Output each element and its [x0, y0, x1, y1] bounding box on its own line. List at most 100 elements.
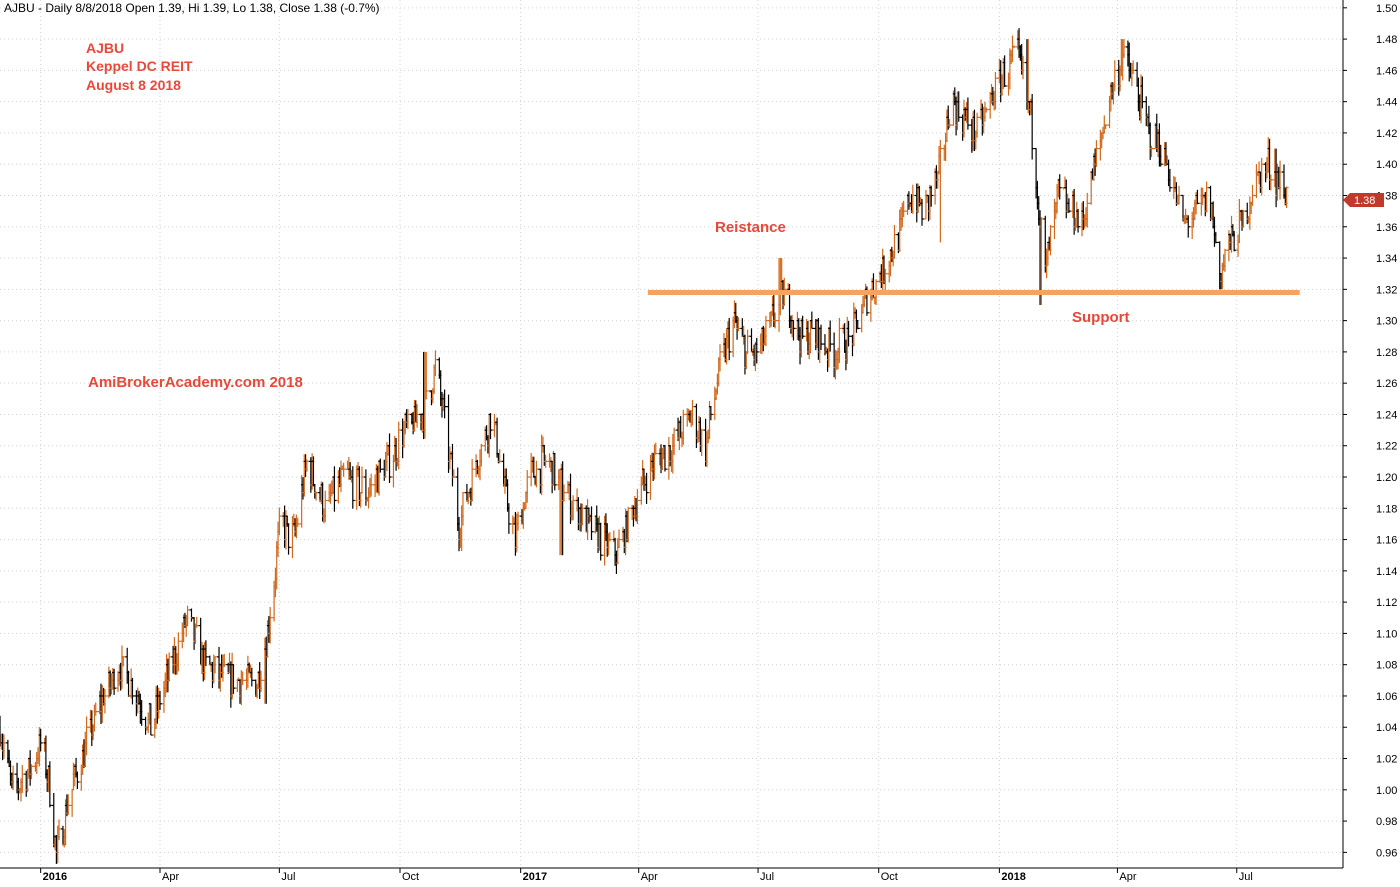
up-price-bar — [534, 460, 539, 488]
down-price-bar — [754, 337, 759, 364]
x-tick-label: Jul — [281, 871, 295, 882]
up-price-bar — [176, 632, 181, 672]
up-price-bar — [167, 652, 172, 682]
down-price-bar — [286, 523, 291, 555]
up-price-bar — [1011, 45, 1016, 48]
down-price-bar — [350, 466, 355, 509]
up-price-bar — [29, 764, 34, 780]
up-price-bar — [617, 529, 622, 548]
up-price-bar — [304, 459, 309, 472]
up-price-bar — [892, 224, 897, 259]
up-price-bar — [424, 351, 429, 400]
down-price-bar — [828, 320, 833, 352]
up-price-bar — [561, 484, 566, 502]
up-price-bar — [323, 490, 328, 523]
down-price-bar — [662, 445, 667, 472]
y-tick-label: 1.04 — [1376, 722, 1397, 734]
up-price-bar — [699, 428, 704, 457]
up-price-bar — [121, 656, 126, 667]
down-price-bar — [1140, 76, 1145, 109]
down-price-bar — [158, 690, 163, 711]
down-price-bar — [1030, 94, 1035, 160]
down-price-bar — [1066, 198, 1071, 213]
down-price-bar — [855, 320, 860, 330]
y-tick-label: 0.96 — [1376, 847, 1397, 859]
x-tick-label: Oct — [402, 871, 419, 882]
up-price-bar — [314, 491, 319, 501]
up-price-bar — [277, 507, 282, 536]
y-tick-label: 1.10 — [1376, 628, 1397, 640]
down-price-bar — [727, 317, 732, 361]
y-tick-label: 1.02 — [1376, 754, 1397, 766]
y-tick-label: 1.16 — [1376, 535, 1397, 547]
up-price-bar — [1177, 185, 1182, 205]
down-price-bar — [800, 315, 805, 339]
down-price-bar — [75, 771, 80, 790]
up-price-bar — [1250, 184, 1255, 206]
y-tick-label: 1.42 — [1376, 128, 1397, 140]
y-tick-label: 1.18 — [1376, 503, 1397, 515]
up-price-bar — [1284, 186, 1289, 208]
date-label: August 8 2018 — [86, 77, 181, 93]
down-price-bar — [506, 503, 511, 534]
down-price-bar — [920, 198, 925, 226]
down-price-bar — [1167, 168, 1172, 192]
up-price-bar — [93, 702, 98, 716]
up-price-bar — [1094, 140, 1099, 167]
down-price-bar — [387, 433, 392, 483]
x-axis: 2016 Apr Jul Oct 2017 Apr Jul Oct 2018 Apr Jul — [40, 868, 1253, 883]
up-price-bar — [626, 507, 631, 543]
down-price-bar — [332, 466, 337, 512]
resistance-label: Reistance — [715, 219, 786, 236]
company-label: Keppel DC REIT — [86, 58, 193, 74]
up-price-bar — [938, 139, 943, 243]
x-tick-label: 2017 — [523, 871, 547, 882]
down-price-bar — [139, 700, 144, 726]
down-price-bar — [378, 458, 383, 473]
y-tick-label: 1.50 — [1376, 3, 1397, 15]
y-tick-label: 1.14 — [1376, 566, 1397, 578]
price-bars — [0, 28, 1289, 864]
up-price-bar — [84, 716, 89, 756]
up-price-bar — [984, 107, 989, 113]
up-price-bar — [883, 268, 888, 292]
up-price-bar — [479, 443, 484, 467]
down-price-bar — [488, 413, 493, 440]
up-price-bar — [1, 734, 6, 759]
ticker-label: AJBU — [86, 40, 124, 56]
down-price-bar — [644, 472, 649, 504]
down-price-bar — [598, 522, 603, 561]
up-price-bar — [681, 409, 686, 445]
down-price-bar — [1186, 215, 1191, 238]
up-price-bar — [947, 118, 952, 129]
up-price-bar — [470, 458, 475, 502]
up-price-bar — [736, 317, 741, 332]
up-price-bar — [240, 671, 245, 686]
up-price-bar — [718, 344, 723, 372]
y-tick-label: 1.32 — [1376, 284, 1397, 296]
up-price-bar — [1268, 174, 1273, 191]
down-price-bar — [1213, 231, 1218, 244]
y-tick-label: 1.26 — [1376, 378, 1397, 390]
up-price-bar — [1121, 39, 1126, 59]
down-price-bar — [231, 664, 236, 695]
up-price-bar — [993, 71, 998, 110]
up-price-bar — [1085, 192, 1090, 228]
down-price-bar — [442, 389, 447, 419]
y-tick-label: 1.00 — [1376, 785, 1397, 797]
up-price-bar — [1241, 209, 1246, 228]
y-tick-label: 1.46 — [1376, 65, 1397, 77]
down-price-bar — [589, 506, 594, 541]
down-price-bar — [1057, 174, 1062, 200]
down-price-bar — [47, 761, 52, 808]
up-price-bar — [1259, 157, 1264, 196]
last-price-tag: 1.38 — [1343, 193, 1384, 207]
down-price-bar — [203, 640, 208, 667]
up-price-bar — [451, 469, 456, 478]
up-price-bar — [1103, 124, 1108, 130]
y-tick-label: 1.22 — [1376, 441, 1397, 453]
up-price-bar — [295, 517, 300, 527]
y-tick-label: 0.98 — [1376, 816, 1397, 828]
